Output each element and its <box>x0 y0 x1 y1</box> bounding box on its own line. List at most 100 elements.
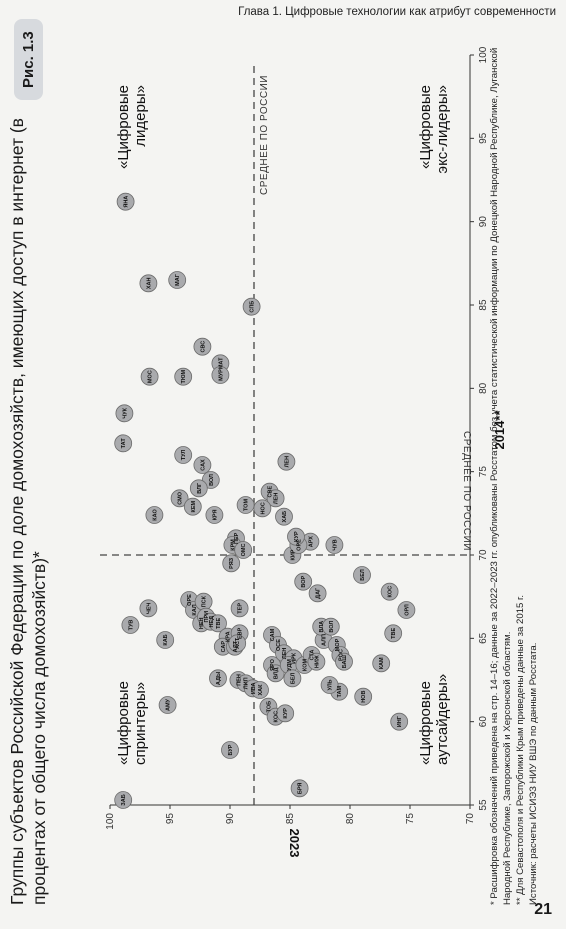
data-point <box>121 616 140 634</box>
data-point <box>174 446 193 464</box>
data-point <box>209 614 227 633</box>
data-point-label: ПЕН <box>236 674 242 686</box>
data-point <box>115 404 134 423</box>
x-tick-label: 95 <box>478 132 489 144</box>
data-point-label: ЯНА <box>124 196 130 208</box>
data-point <box>139 274 158 293</box>
data-point-label: БУР <box>228 744 234 755</box>
data-point-label: КРЯ <box>212 510 218 521</box>
data-point <box>140 367 159 386</box>
data-point-label: ТЕР <box>238 603 244 614</box>
data-point <box>174 367 193 386</box>
data-point-label: ИРК <box>292 652 298 664</box>
data-point <box>242 297 261 316</box>
data-point <box>325 536 344 554</box>
data-point-label: ХАН <box>146 278 152 290</box>
data-point-label: НИЖ <box>314 655 320 668</box>
data-point <box>234 541 253 559</box>
x-axis-title: 2014** <box>492 410 507 450</box>
y-tick-label: 100 <box>105 813 116 830</box>
data-point-label: ВОЛ <box>329 621 335 633</box>
data-point <box>276 704 295 723</box>
footnote-1: * Расшифровка обозначений приведена на с… <box>489 47 513 905</box>
data-point-label: МАТ <box>218 357 224 369</box>
data-point <box>139 599 158 618</box>
data-point-label: ЧУК <box>122 407 128 418</box>
x-tick-label: 100 <box>478 46 489 63</box>
data-point-label: ВОР <box>301 575 307 587</box>
scatter-chart: 55 60 65 70 75 80 85 90 95 100 70 75 80 85 90 95 100 2014… <box>100 46 507 858</box>
data-point-label: АДЫ <box>216 671 222 685</box>
x-tick-label: 70 <box>478 549 489 561</box>
data-point-label: КОМ <box>302 658 308 671</box>
data-point-label: ОМС <box>241 544 247 557</box>
data-point <box>287 527 305 546</box>
data-point-label: РЯЗ <box>229 557 235 568</box>
data-point-label: ЧЕЧ <box>146 603 152 615</box>
y-tick-label: 70 <box>465 813 476 825</box>
average-label-y: СРЕДНЕЕ ПО РОССИИ <box>259 75 270 195</box>
data-point-label: РОС <box>338 649 344 661</box>
data-point-label: ЕВР <box>238 627 244 639</box>
data-point <box>236 496 255 514</box>
data-point-label: ПРИ <box>204 611 210 623</box>
data-point <box>290 779 309 798</box>
data-point-label: ТАТ <box>121 438 127 449</box>
data-point-label: МОС <box>148 370 154 383</box>
data-point-label: МОР <box>335 638 341 651</box>
x-tick-label: 60 <box>478 716 489 728</box>
data-point-label: САМ <box>270 628 276 641</box>
data-point <box>209 669 227 688</box>
x-tick-label: 55 <box>478 799 489 811</box>
data-point-label: ВЛГ <box>197 482 203 494</box>
data-point <box>283 669 302 688</box>
data-point-label: НЕД <box>209 616 215 628</box>
page-number: 21 <box>534 901 552 918</box>
data-point <box>158 696 177 714</box>
data-point-label: КУР <box>294 531 300 542</box>
footnote-2: ** Для Севастополя и Республики Крым при… <box>515 594 526 905</box>
data-point-label: СТА <box>310 650 316 661</box>
x-tick-label: 80 <box>478 382 489 394</box>
data-point <box>193 337 212 356</box>
data-point-label: ТВЕ <box>391 628 397 639</box>
data-point-label: СВС <box>200 341 206 353</box>
data-point-label: АЛТ <box>233 640 239 652</box>
data-point <box>353 566 371 584</box>
data-point-label: УЛЬ <box>328 679 334 690</box>
data-point <box>222 554 241 573</box>
data-point-label: БЕЛ <box>360 569 366 581</box>
data-point-label: КРА <box>226 631 232 642</box>
y-tick-label: 75 <box>405 813 416 825</box>
data-point-label: КУР <box>283 708 289 719</box>
quadrant-top-right: «Цифровыелидеры» <box>115 85 149 169</box>
data-point-label: СВЕ <box>268 486 274 498</box>
data-point <box>156 631 175 649</box>
quadrant-bottom-left: «Цифровыеаутсайдеры» <box>417 674 451 765</box>
x-tick-label: 75 <box>478 466 489 478</box>
data-point-label: ХАК <box>258 684 264 696</box>
data-point-label: ТВЕ <box>216 618 222 629</box>
running-head: Глава 1. Цифровые технологии как атрибут… <box>238 6 556 18</box>
data-point-label: ОРЛ <box>404 604 410 616</box>
figure-block: Группы субъектов Российской Федерации по… <box>0 15 560 915</box>
data-point-label: ОСЕ <box>276 639 282 651</box>
quadrant-bottom-right: «Цифровыеэкс-лидеры» <box>417 85 451 174</box>
data-point-label: ЗАБ <box>121 794 127 805</box>
data-point <box>114 434 133 453</box>
data-point <box>275 507 293 526</box>
y-axis-title: 2023 <box>287 829 302 858</box>
data-point <box>228 634 247 653</box>
data-point <box>221 741 239 759</box>
data-point-label: ТОБ <box>266 701 272 713</box>
data-point-label: КАО <box>152 509 158 521</box>
data-point-label: САХ <box>200 459 206 471</box>
chart-points <box>114 192 416 809</box>
data-point-label: НОС <box>260 502 266 514</box>
data-point <box>114 791 133 809</box>
data-point-label: КИР <box>290 549 296 560</box>
data-point <box>205 506 224 524</box>
data-point-label: ИВА <box>251 682 257 694</box>
data-point <box>189 479 208 498</box>
data-point <box>266 489 285 508</box>
